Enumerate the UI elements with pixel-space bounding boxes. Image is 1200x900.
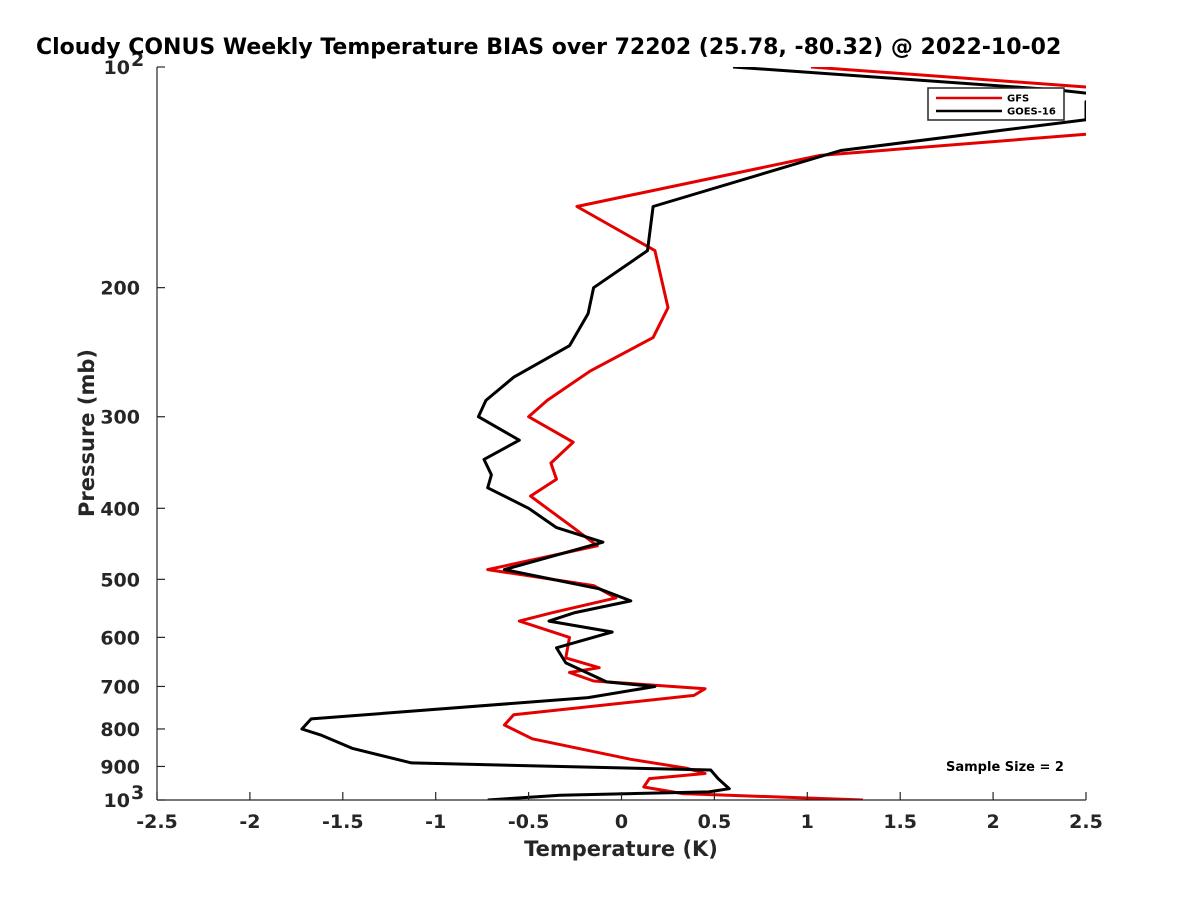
plot-area	[157, 67, 1086, 800]
y-tick-label: 800	[100, 719, 140, 741]
x-tick-label: 0.5	[698, 811, 732, 833]
y-tick-label: 500	[100, 569, 140, 591]
x-tick-label: 1.5	[883, 811, 917, 833]
y-tick-label: 200	[100, 278, 140, 300]
y-tick-exponent: 3	[131, 782, 144, 804]
series-layer	[300, 67, 1086, 800]
y-tick-label: 600	[100, 627, 140, 649]
sample-size-annotation: Sample Size = 2	[946, 760, 1064, 775]
chart-title: Cloudy CONUS Weekly Temperature BIAS ove…	[36, 35, 1061, 60]
x-tick-label: 1	[801, 811, 814, 833]
y-tick-label: 300	[100, 407, 140, 429]
y-tick-label: 10	[104, 790, 130, 812]
x-axis-label: Temperature (K)	[524, 837, 718, 861]
x-tick-label: -1.5	[322, 811, 364, 833]
series-line-goes-16	[300, 67, 1086, 800]
legend-label-gfs: GFS	[1007, 94, 1029, 105]
y-tick-label: 900	[100, 756, 140, 778]
legend-label-goes-16: GOES-16	[1007, 107, 1056, 118]
y-tick-label: 700	[100, 676, 140, 698]
y-tick-label: 10	[104, 57, 130, 79]
x-tick-label: -2.5	[136, 811, 178, 833]
x-tick-label: 0	[615, 811, 628, 833]
x-tick-label: 2	[986, 811, 999, 833]
y-tick-label: 400	[100, 498, 140, 520]
x-tick-label: -0.5	[508, 811, 550, 833]
x-tick-group: -2.5 -2 -1.5 -1 -0.5 0 0.5 1 1.5 2 2.5	[136, 792, 1103, 833]
legend: GFS GOES-16	[927, 87, 1065, 121]
x-tick-label: -2	[239, 811, 260, 833]
y-axis-label: Pressure (mb)	[75, 349, 99, 517]
legend-box	[927, 87, 1065, 121]
y-tick-exponent: 2	[131, 49, 144, 71]
x-tick-label: -1	[425, 811, 446, 833]
x-tick-label: 2.5	[1069, 811, 1103, 833]
